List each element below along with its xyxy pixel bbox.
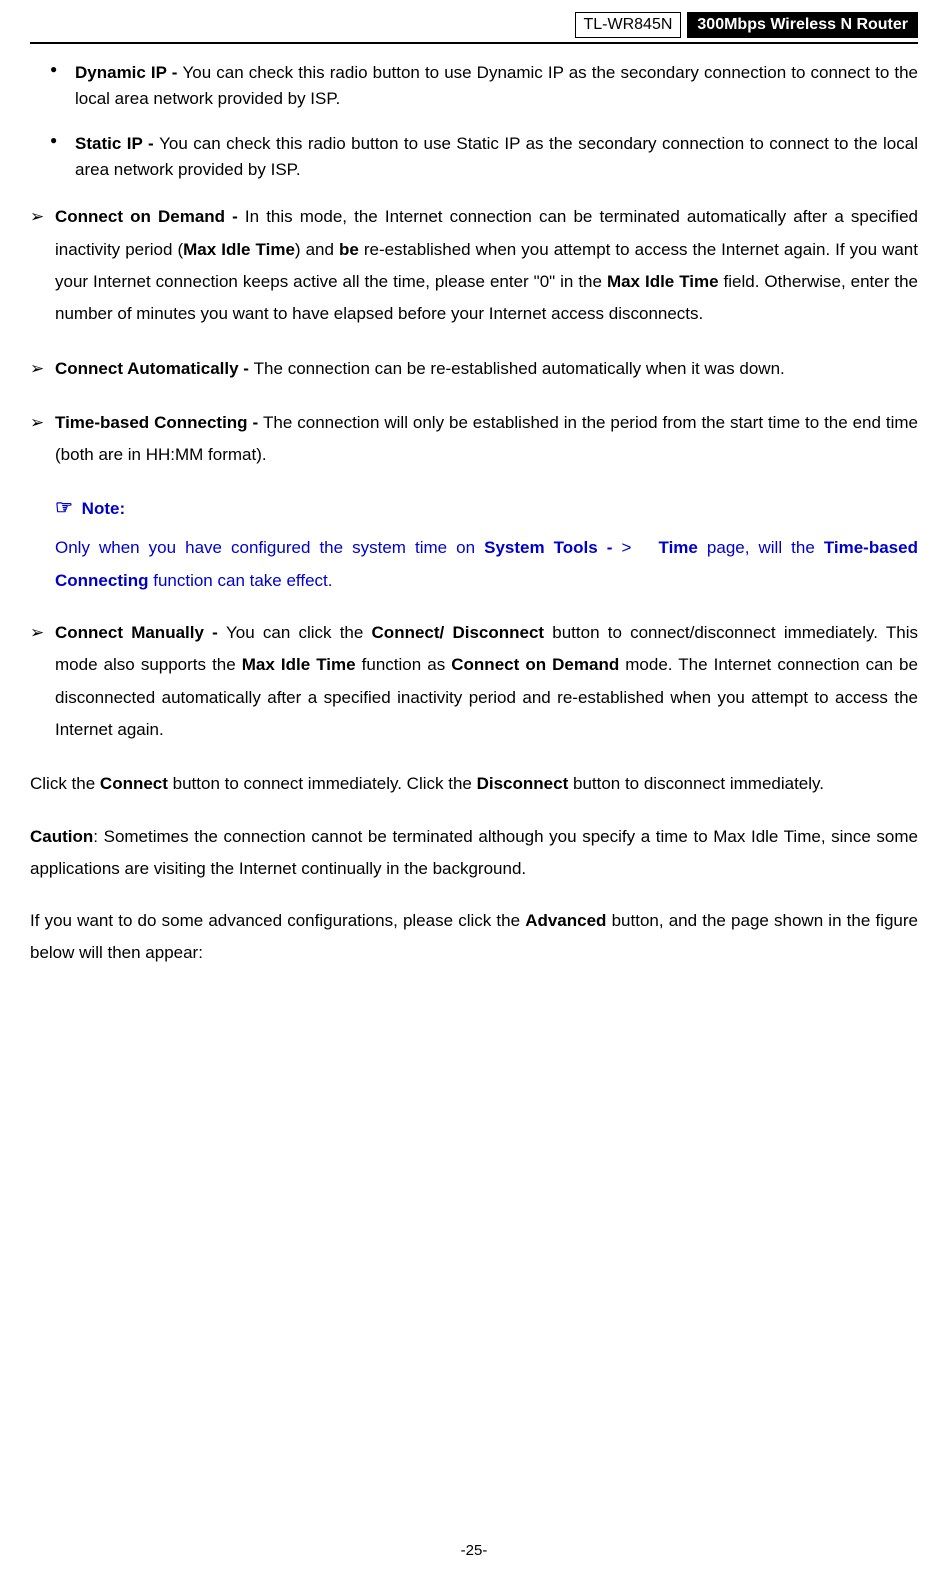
bullet-label: Time-based Connecting - [55, 413, 263, 432]
header-title: 300Mbps Wireless N Router [687, 12, 918, 38]
bullet-connect-automatically: ➢ Connect Automatically - The connection… [55, 353, 918, 385]
note-label-text: Note: [82, 499, 125, 518]
bullet-text: You can check this radio button to use D… [75, 63, 918, 108]
caution-para: Caution: Sometimes the connection cannot… [30, 821, 918, 886]
text: function can take effect. [149, 571, 333, 590]
header-divider [30, 42, 918, 44]
advanced-para: If you want to do some advanced configur… [30, 905, 918, 970]
note-heading: ☞ Note: [55, 493, 918, 524]
bullet-label: Static IP - [75, 134, 159, 153]
bullet-dot-icon: ● [50, 131, 57, 150]
bullet-label: Connect Automatically - [55, 359, 254, 378]
connect-button-label: Connect [100, 774, 168, 793]
bullet-label: Connect Manually - [55, 623, 226, 642]
page-header: TL-WR845N 300Mbps Wireless N Router [575, 12, 919, 38]
max-idle-time-label: Max Idle Time [242, 655, 356, 674]
bullet-time-based-connecting: ➢ Time-based Connecting - The connection… [55, 407, 918, 472]
text: If you want to do some advanced configur… [30, 911, 525, 930]
text: > [621, 538, 631, 557]
pointing-hand-icon: ☞ [55, 497, 73, 519]
caution-label: Caution [30, 827, 93, 846]
model-number-box: TL-WR845N [575, 12, 682, 38]
system-tools-label: System Tools - [484, 538, 621, 557]
be-label: be [339, 240, 359, 259]
bullet-label: Dynamic IP - [75, 63, 183, 82]
page-number: -25- [0, 1542, 948, 1559]
text: page, will the [698, 538, 824, 557]
chevron-right-icon: ➢ [30, 617, 44, 649]
text: : Sometimes the connection cannot be ter… [30, 827, 918, 878]
max-idle-time-label: Max Idle Time [183, 240, 295, 259]
chevron-right-icon: ➢ [30, 201, 44, 233]
connect-on-demand-label: Connect on Demand [451, 655, 619, 674]
chevron-right-icon: ➢ [30, 353, 44, 385]
text: Only when you have configured the system… [55, 538, 484, 557]
bullet-dynamic-ip: ● Dynamic IP - You can check this radio … [75, 60, 918, 113]
text: Click the [30, 774, 100, 793]
text: function as [356, 655, 452, 674]
max-idle-time-label: Max Idle Time [607, 272, 719, 291]
time-page-label: Time [659, 538, 698, 557]
note-section: ☞ Note: Only when you have configured th… [55, 493, 918, 597]
bullet-dot-icon: ● [50, 60, 57, 79]
page-content: ● Dynamic IP - You can check this radio … [30, 60, 918, 990]
text: button to connect immediately. Click the [168, 774, 477, 793]
advanced-button-label: Advanced [525, 911, 606, 930]
note-body: Only when you have configured the system… [55, 532, 918, 597]
text: ) and [295, 240, 339, 259]
text: button to disconnect immediately. [568, 774, 824, 793]
bullet-label: Connect on Demand - [55, 207, 245, 226]
connect-disconnect-para: Click the Connect button to connect imme… [30, 768, 918, 800]
bullet-connect-on-demand: ➢ Connect on Demand - In this mode, the … [55, 201, 918, 330]
chevron-right-icon: ➢ [30, 407, 44, 439]
text: You can click the [226, 623, 372, 642]
bullet-text: The connection can be re-established aut… [254, 359, 785, 378]
bullet-static-ip: ● Static IP - You can check this radio b… [75, 131, 918, 184]
bullet-text: You can check this radio button to use S… [75, 134, 918, 179]
disconnect-button-label: Disconnect [477, 774, 569, 793]
bullet-connect-manually: ➢ Connect Manually - You can click the C… [55, 617, 918, 746]
connect-disconnect-label: Connect/ Disconnect [372, 623, 545, 642]
